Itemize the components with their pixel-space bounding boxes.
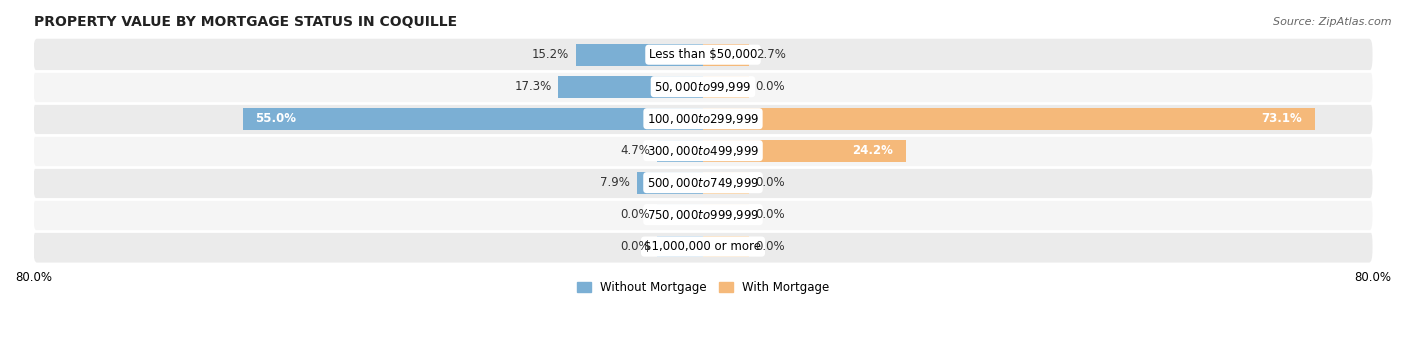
- Text: 7.9%: 7.9%: [600, 176, 630, 189]
- Bar: [657, 236, 703, 257]
- FancyBboxPatch shape: [34, 231, 1372, 263]
- Text: 24.2%: 24.2%: [852, 144, 893, 157]
- FancyBboxPatch shape: [34, 167, 1372, 198]
- Text: Source: ZipAtlas.com: Source: ZipAtlas.com: [1274, 17, 1392, 27]
- Bar: [637, 172, 703, 193]
- FancyBboxPatch shape: [34, 198, 1372, 231]
- Text: 0.0%: 0.0%: [755, 176, 786, 189]
- Text: 0.0%: 0.0%: [755, 208, 786, 221]
- Bar: [558, 76, 703, 98]
- Bar: [243, 108, 703, 130]
- Text: $300,000 to $499,999: $300,000 to $499,999: [647, 144, 759, 158]
- FancyBboxPatch shape: [34, 135, 1372, 167]
- Bar: [703, 204, 749, 225]
- Text: 4.7%: 4.7%: [620, 144, 651, 157]
- Text: 55.0%: 55.0%: [256, 112, 297, 125]
- Text: 0.0%: 0.0%: [620, 240, 651, 253]
- Text: 17.3%: 17.3%: [515, 80, 551, 93]
- Text: 0.0%: 0.0%: [755, 240, 786, 253]
- Text: 2.7%: 2.7%: [755, 48, 786, 61]
- Bar: [703, 140, 905, 162]
- Bar: [657, 140, 703, 162]
- Legend: Without Mortgage, With Mortgage: Without Mortgage, With Mortgage: [572, 277, 834, 299]
- Text: Less than $50,000: Less than $50,000: [648, 48, 758, 61]
- Text: 73.1%: 73.1%: [1261, 112, 1302, 125]
- Bar: [703, 108, 1315, 130]
- Text: $1,000,000 or more: $1,000,000 or more: [644, 240, 762, 253]
- Bar: [703, 236, 749, 257]
- Bar: [703, 76, 749, 98]
- FancyBboxPatch shape: [34, 71, 1372, 103]
- FancyBboxPatch shape: [34, 103, 1372, 135]
- Text: $50,000 to $99,999: $50,000 to $99,999: [654, 80, 752, 94]
- Text: $750,000 to $999,999: $750,000 to $999,999: [647, 208, 759, 222]
- Bar: [703, 172, 749, 193]
- Bar: [576, 44, 703, 65]
- FancyBboxPatch shape: [34, 39, 1372, 71]
- Text: $100,000 to $299,999: $100,000 to $299,999: [647, 112, 759, 126]
- Text: $500,000 to $749,999: $500,000 to $749,999: [647, 176, 759, 190]
- Bar: [657, 204, 703, 225]
- Text: 0.0%: 0.0%: [755, 80, 786, 93]
- Bar: [703, 44, 749, 65]
- Text: 0.0%: 0.0%: [620, 208, 651, 221]
- Text: 15.2%: 15.2%: [531, 48, 569, 61]
- Text: PROPERTY VALUE BY MORTGAGE STATUS IN COQUILLE: PROPERTY VALUE BY MORTGAGE STATUS IN COQ…: [34, 15, 457, 29]
